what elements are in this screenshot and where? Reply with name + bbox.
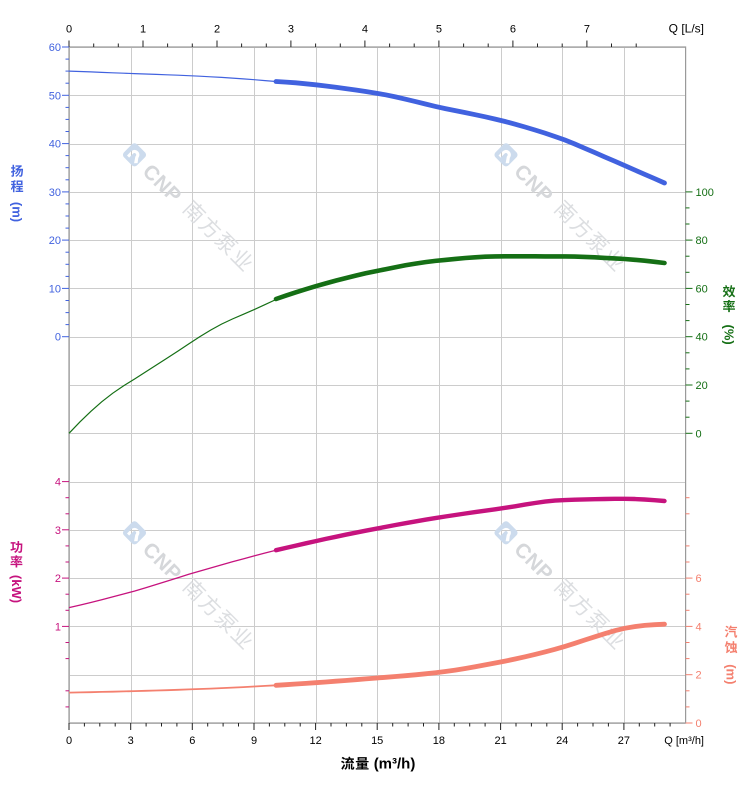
- svg-text:12: 12: [309, 735, 321, 747]
- svg-text:1: 1: [140, 24, 146, 36]
- svg-text:4: 4: [696, 621, 702, 633]
- svg-text:0: 0: [696, 718, 702, 730]
- svg-text:0: 0: [66, 735, 72, 747]
- svg-text:(%): (%): [722, 324, 737, 344]
- svg-text:2: 2: [214, 24, 220, 36]
- svg-text:0: 0: [55, 332, 61, 344]
- svg-text:15: 15: [371, 735, 383, 747]
- svg-text:21: 21: [494, 735, 506, 747]
- svg-text:0: 0: [66, 24, 72, 36]
- svg-text:0: 0: [696, 428, 702, 440]
- svg-text:20: 20: [49, 235, 61, 247]
- svg-text:27: 27: [618, 735, 630, 747]
- svg-text:24: 24: [556, 735, 568, 747]
- svg-text:4: 4: [362, 24, 368, 36]
- svg-text:7: 7: [584, 24, 590, 36]
- svg-text:1: 1: [55, 621, 61, 633]
- svg-text:80: 80: [696, 235, 708, 247]
- svg-text:6: 6: [189, 735, 195, 747]
- svg-text:20: 20: [696, 380, 708, 392]
- svg-text:40: 40: [49, 139, 61, 151]
- svg-text:(m): (m): [724, 664, 739, 684]
- svg-text:100: 100: [696, 187, 714, 199]
- svg-text:60: 60: [696, 283, 708, 295]
- svg-text:30: 30: [49, 187, 61, 199]
- svg-text:(m): (m): [10, 202, 25, 222]
- svg-text:(kW): (kW): [9, 575, 24, 603]
- svg-text:4: 4: [55, 477, 61, 489]
- svg-text:10: 10: [49, 283, 61, 295]
- svg-text:60: 60: [49, 42, 61, 54]
- svg-text:6: 6: [510, 24, 516, 36]
- svg-text:3: 3: [55, 525, 61, 537]
- svg-text:(m³/h): (m³/h): [374, 756, 416, 773]
- svg-text:9: 9: [251, 735, 257, 747]
- svg-text:18: 18: [433, 735, 445, 747]
- svg-text:50: 50: [49, 90, 61, 102]
- svg-text:5: 5: [436, 24, 442, 36]
- svg-text:3: 3: [128, 735, 134, 747]
- svg-text:40: 40: [696, 332, 708, 344]
- svg-text:3: 3: [288, 24, 294, 36]
- svg-text:2: 2: [696, 670, 702, 682]
- svg-text:Q [m³/h]: Q [m³/h]: [664, 735, 704, 747]
- svg-text:6: 6: [696, 573, 702, 585]
- svg-text:Q [L/s]: Q [L/s]: [669, 22, 704, 36]
- svg-text:2: 2: [55, 573, 61, 585]
